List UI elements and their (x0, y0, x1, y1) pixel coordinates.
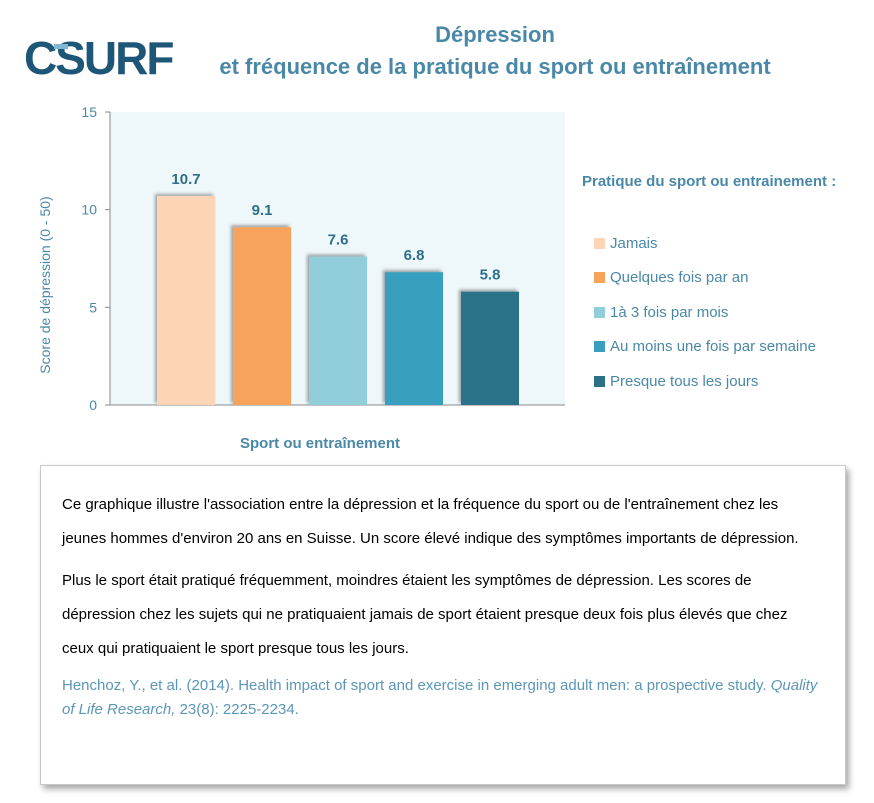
y-tick-label: 0 (89, 397, 97, 413)
legend-item: Jamais (594, 233, 658, 253)
bar-chart: 0 5 10 15 10.7 9.1 7.6 6.8 5.8 Score de dépress… (37, 104, 565, 452)
reference-authors: Henchoz, Y., et al. (2014). Health impac… (62, 677, 771, 694)
reference: Henchoz, Y., et al. (2014). Health impac… (62, 674, 823, 722)
legend-label: Quelques fois par an (610, 269, 749, 286)
y-tick-label: 5 (89, 299, 97, 315)
legend-swatch (594, 341, 605, 352)
legend-item: Presque tous les jours (594, 371, 758, 391)
y-tick-label: 15 (81, 104, 97, 120)
chart-subtitle: et fréquence de la pratique du sport ou … (219, 54, 771, 79)
info-paragraph-2: Plus le sport était pratiqué fréquemment… (62, 572, 788, 657)
bar (309, 256, 367, 405)
bar (233, 227, 291, 405)
csurf-logo: CSURF (24, 36, 175, 80)
y-tick-label: 10 (81, 202, 97, 218)
bar (385, 272, 443, 405)
bar-value-label: 7.6 (328, 232, 349, 249)
bar (157, 195, 215, 405)
bar-value-label: 6.8 (404, 247, 425, 264)
legend-swatch (594, 306, 605, 318)
info-box: Ce graphique illustre l'association entr… (40, 465, 846, 785)
x-axis-label: Sport ou entraînement (240, 435, 400, 452)
info-paragraph-1: Ce graphique illustre l'association entr… (62, 496, 799, 547)
legend-item: Quelques fois par an (594, 268, 748, 288)
legend-item: Au moins une fois par semaine (594, 337, 816, 357)
legend-title: Pratique du sport ou entrainement : (582, 173, 837, 190)
logo-text: CSURF (24, 36, 173, 80)
bar-value-label: 5.8 (480, 267, 501, 284)
legend-swatch (594, 375, 605, 387)
legend-item: 1à 3 fois par mois (594, 302, 728, 322)
reference-volume: 23(8): 2225-2234. (175, 701, 299, 718)
reference-journal: Quality of Life Research, (62, 677, 818, 718)
y-axis-label: Score de dépression (0 - 50) (37, 196, 53, 373)
legend-label: 1à 3 fois par mois (610, 303, 729, 321)
legend-label: Presque tous les jours (610, 372, 759, 390)
bar-value-label: 9.1 (252, 202, 273, 219)
legend-label: Au moins une fois par semaine (610, 338, 816, 355)
legend-swatch (594, 272, 605, 283)
legend-label: Jamais (610, 234, 658, 252)
bar-value-label: 10.7 (171, 171, 200, 188)
bar (461, 291, 519, 405)
chart-title: Dépression (435, 22, 555, 47)
legend-swatch (594, 237, 605, 249)
logo-accent (54, 44, 68, 49)
